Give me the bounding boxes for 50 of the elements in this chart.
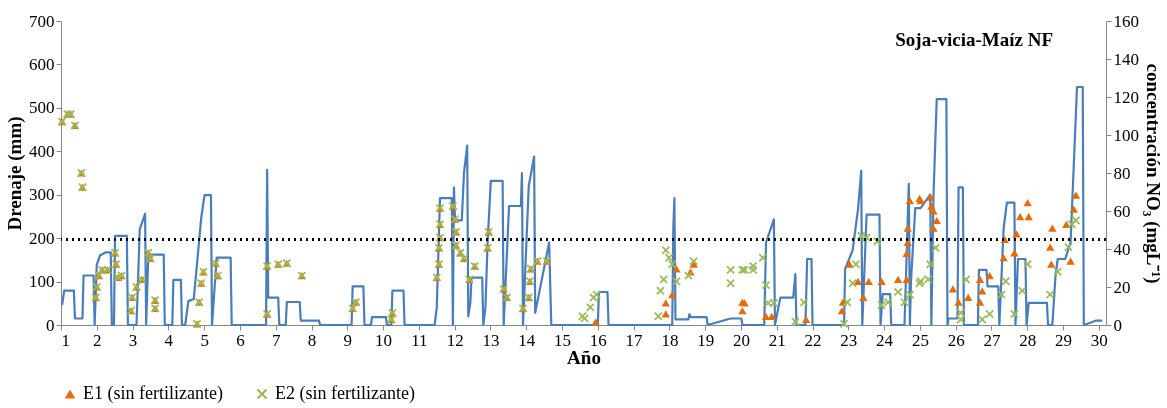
y-tick-label: 600 xyxy=(29,54,55,74)
x-tick-label: 29 xyxy=(1055,330,1073,350)
x-tick-label: 17 xyxy=(625,330,644,350)
x-tick-label: 13 xyxy=(482,330,500,350)
x-tick-label: 22 xyxy=(804,330,822,350)
x-tick-label: 12 xyxy=(446,330,464,350)
x-tick-label: 19 xyxy=(697,330,715,350)
legend-label: E2 (sin fertilizante) xyxy=(275,383,415,404)
y2-tick-label: 140 xyxy=(1113,49,1139,69)
y2-tick-label: 20 xyxy=(1113,277,1131,297)
x-tick-label: 6 xyxy=(236,330,245,350)
x-tick-label: 30 xyxy=(1090,330,1108,350)
x-tick-label: 9 xyxy=(343,330,353,350)
x-tick-label: 7 xyxy=(271,330,281,350)
y-tick-label: 200 xyxy=(29,228,55,248)
x-tick-label: 28 xyxy=(1019,330,1037,350)
y2-tick-label: 0 xyxy=(1113,315,1122,335)
y2-tick-label: 100 xyxy=(1113,125,1139,145)
y-tick-label: 700 xyxy=(29,11,55,31)
y-tick-label: 400 xyxy=(29,141,55,161)
x-tick-label: 3 xyxy=(128,330,138,350)
y2-tick-label: 60 xyxy=(1113,201,1131,221)
x-tick-label: 4 xyxy=(164,330,174,350)
x-tick-label: 14 xyxy=(518,330,536,350)
x-tick-label: 5 xyxy=(200,330,209,350)
x-tick-label: 11 xyxy=(411,330,428,350)
x-tick-label: 24 xyxy=(876,330,894,350)
y-tick-label: 0 xyxy=(46,315,55,335)
y2-tick-label: 160 xyxy=(1113,11,1139,31)
legend-label: E1 (sin fertilizante) xyxy=(83,383,223,404)
x-tick-label: 18 xyxy=(661,330,679,350)
x-tick-label: 10 xyxy=(375,330,393,350)
x-tick-label: 21 xyxy=(768,330,786,350)
y2-axis-title: concentración NO₃ (mgL⁻¹) xyxy=(1142,63,1164,284)
y2-tick-label: 40 xyxy=(1113,239,1131,259)
x-tick-label: 27 xyxy=(983,330,1001,350)
x-tick-label: 25 xyxy=(911,330,929,350)
chart-title: Soja-vicia-Maíz NF xyxy=(895,29,1053,50)
x-tick-label: 23 xyxy=(840,330,858,350)
y-axis-title: Drenaje (mm) xyxy=(4,116,26,231)
y-tick-label: 300 xyxy=(29,185,55,205)
x-tick-label: 2 xyxy=(93,330,102,350)
y-tick-label: 100 xyxy=(29,272,55,292)
y2-tick-label: 80 xyxy=(1113,163,1131,183)
x-tick-label: 20 xyxy=(732,330,750,350)
x-tick-label: 1 xyxy=(61,330,70,350)
x-tick-label: 26 xyxy=(947,330,965,350)
y2-tick-label: 120 xyxy=(1113,87,1139,107)
x-tick-label: 8 xyxy=(307,330,317,350)
y-tick-label: 500 xyxy=(29,98,55,118)
